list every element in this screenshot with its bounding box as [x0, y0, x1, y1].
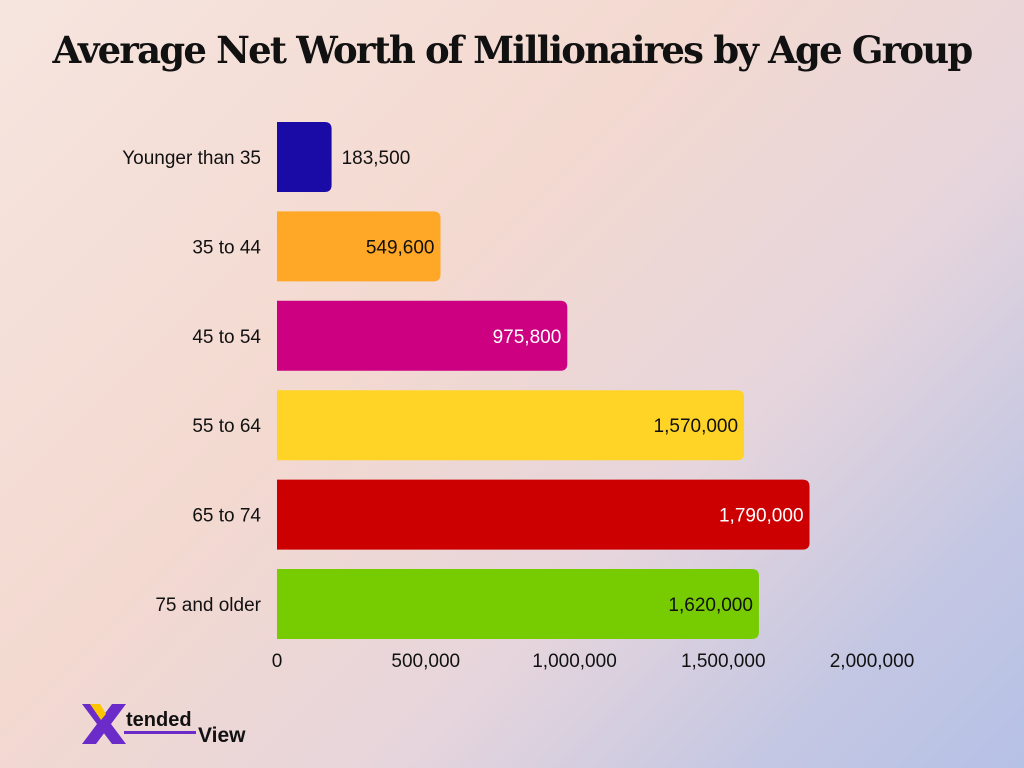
category-label-3: 55 to 64: [192, 416, 261, 437]
x-axis-tick-labels: 0 500,000 1,000,000 1,500,000 2,000,000: [272, 651, 915, 672]
bar-2: [277, 300, 568, 371]
value-label-1: 549,600: [366, 237, 435, 258]
logo-text-view: View: [198, 724, 246, 747]
logo-underline: [124, 731, 196, 734]
value-label-2: 975,800: [493, 327, 562, 348]
value-label-3: 1,570,000: [654, 416, 739, 437]
value-label-5: 1,620,000: [668, 595, 753, 616]
bar-4: [277, 479, 810, 550]
category-label-5: 75 and older: [155, 595, 261, 616]
value-labels: 183,500 549,600 975,800 1,570,000 1,790,000 1…: [342, 148, 804, 616]
chart-title: Average Net Worth of Millionaires by Age…: [52, 28, 974, 72]
value-label-4: 1,790,000: [719, 506, 804, 527]
x-tick-label-3: 1,500,000: [681, 651, 766, 672]
category-label-1: 35 to 44: [192, 237, 261, 258]
x-letter-icon: [82, 704, 126, 744]
category-labels: Younger than 35 35 to 44 45 to 54 55 to 64 6…: [122, 148, 261, 616]
category-label-4: 65 to 74: [192, 506, 261, 527]
x-tick-label-1: 500,000: [391, 651, 460, 672]
x-tick-label-2: 1,000,000: [532, 651, 617, 672]
logo-text-tended: tended: [126, 709, 192, 731]
bars-layer: [277, 122, 810, 639]
bar-0: [277, 122, 332, 192]
xtendedview-logo: tended View: [82, 704, 246, 747]
value-label-0: 183,500: [342, 148, 411, 169]
bar-chart: Younger than 35 35 to 44 45 to 54 55 to 64 6…: [122, 122, 915, 672]
x-tick-label-4: 2,000,000: [830, 651, 915, 672]
bar-1: [277, 211, 441, 282]
x-tick-label-0: 0: [272, 651, 283, 672]
bar-5: [277, 569, 759, 639]
bar-3: [277, 390, 745, 461]
category-label-0: Younger than 35: [122, 148, 261, 169]
category-label-2: 45 to 54: [192, 327, 261, 348]
